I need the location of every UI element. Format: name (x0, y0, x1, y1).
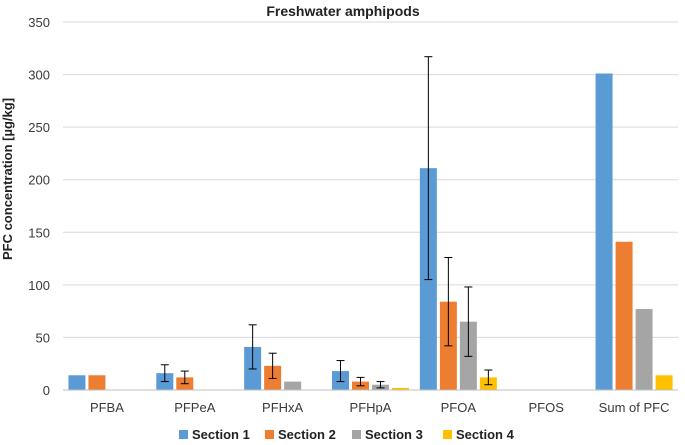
error-bars (160, 56, 493, 389)
bar-section-2 (88, 375, 106, 390)
x-category-label: PFOS (529, 400, 565, 415)
x-category-label: PFBA (90, 400, 124, 415)
bar-section-2 (615, 241, 633, 390)
y-tick-label: 150 (28, 225, 50, 240)
bar-section-1 (68, 375, 86, 390)
legend-swatch (352, 430, 361, 439)
bar-section-3 (284, 381, 302, 390)
legend-label: Section 3 (365, 427, 423, 442)
y-axis-ticks: 0 50 100 150 200 250 300 350 (28, 15, 50, 398)
y-tick-label: 300 (28, 68, 50, 83)
legend-swatch (265, 430, 274, 439)
y-tick-label: 100 (28, 278, 50, 293)
bar-section-4 (655, 375, 673, 390)
bar-section-3 (635, 309, 653, 390)
x-category-label: PFHpA (350, 400, 392, 415)
x-axis-categories: PFBA PFPeA PFHxA PFHpA PFOA PFOS Sum of PFC (90, 400, 670, 415)
legend: Section 1 Section 2 Section 3 Section 4 (179, 427, 515, 442)
legend-label: Section 4 (456, 427, 515, 442)
x-category-label: Sum of PFC (599, 400, 670, 415)
y-axis-label: PFC concentration [µg/kg] (0, 98, 15, 260)
x-category-label: PFHxA (262, 400, 304, 415)
legend-swatch (179, 430, 188, 439)
y-tick-label: 350 (28, 15, 50, 30)
bar-series (68, 73, 673, 391)
y-tick-label: 250 (28, 120, 50, 135)
y-tick-label: 200 (28, 173, 50, 188)
legend-swatch (443, 430, 452, 439)
legend-label: Section 2 (278, 427, 336, 442)
y-tick-label: 0 (43, 383, 50, 398)
y-tick-label: 50 (36, 330, 50, 345)
x-category-label: PFOA (441, 400, 477, 415)
gridlines (63, 21, 678, 338)
x-category-label: PFPeA (174, 400, 216, 415)
chart-title: Freshwater amphipods (266, 3, 419, 19)
legend-label: Section 1 (192, 427, 250, 442)
bar-section-4 (392, 387, 409, 390)
bar-section-1 (595, 73, 613, 391)
